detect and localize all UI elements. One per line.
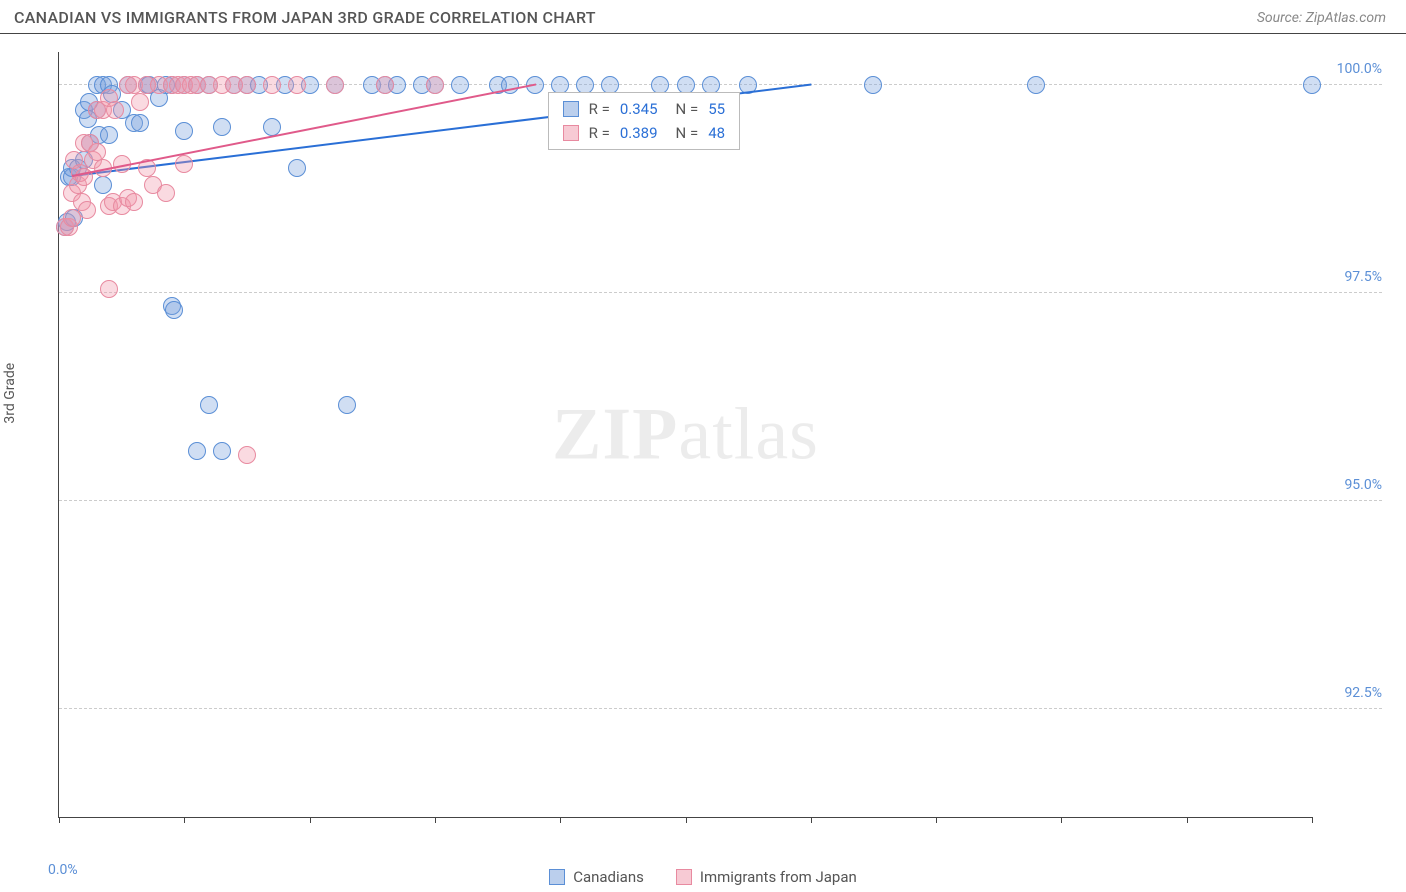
scatter-point — [94, 176, 112, 194]
legend-r-label: R = — [589, 100, 610, 118]
scatter-point — [188, 442, 206, 460]
legend-n-label: N = — [676, 124, 699, 142]
y-tick-label: 97.5% — [1322, 269, 1382, 285]
gridline — [59, 500, 1382, 501]
scatter-point — [326, 76, 344, 94]
scatter-point — [175, 122, 193, 140]
x-tick — [435, 817, 436, 823]
gridline — [59, 292, 1382, 293]
x-tick — [59, 817, 60, 823]
x-tick — [686, 817, 687, 823]
scatter-point — [451, 76, 469, 94]
x-tick — [936, 817, 937, 823]
chart-title: CANADIAN VS IMMIGRANTS FROM JAPAN 3RD GR… — [14, 8, 596, 27]
scatter-point — [88, 143, 106, 161]
legend-r-value: 0.389 — [620, 124, 658, 142]
scatter-point — [338, 396, 356, 414]
scatter-point — [426, 76, 444, 94]
stats-legend-row: R = 0.389 N = 48 — [549, 121, 739, 145]
scatter-point — [1027, 76, 1045, 94]
scatter-point — [175, 155, 193, 173]
scatter-point — [165, 301, 183, 319]
legend-n-value: 48 — [708, 124, 725, 142]
x-tick — [184, 817, 185, 823]
legend-item-japan: Immigrants from Japan — [676, 868, 857, 886]
legend-r-value: 0.345 — [620, 100, 658, 118]
scatter-point — [238, 446, 256, 464]
legend-r-label: R = — [589, 124, 610, 142]
scatter-point — [131, 93, 149, 111]
legend-n-value: 55 — [708, 100, 725, 118]
scatter-point — [213, 118, 231, 136]
scatter-point — [263, 76, 281, 94]
source-label: Source: ZipAtlas.com — [1257, 10, 1386, 26]
legend-label: Canadians — [573, 868, 644, 886]
scatter-point — [864, 76, 882, 94]
scatter-point — [100, 126, 118, 144]
x-tick — [1061, 817, 1062, 823]
scatter-point — [131, 114, 149, 132]
gridline — [59, 708, 1382, 709]
x-tick — [560, 817, 561, 823]
scatter-point — [213, 442, 231, 460]
legend-swatch-pink — [676, 869, 692, 885]
y-tick-label: 100.0% — [1322, 61, 1382, 77]
legend-label: Immigrants from Japan — [700, 868, 857, 886]
scatter-point — [238, 76, 256, 94]
scatter-point — [200, 396, 218, 414]
y-axis-label: 3rd Grade — [2, 363, 18, 424]
scatter-point — [288, 76, 306, 94]
watermark: ZIPatlas — [552, 392, 819, 477]
scatter-point — [376, 76, 394, 94]
scatter-point — [106, 101, 124, 119]
scatter-point — [1303, 76, 1321, 94]
stats-legend-row: R = 0.345 N = 55 — [549, 97, 739, 121]
scatter-point — [100, 280, 118, 298]
x-tick — [1187, 817, 1188, 823]
scatter-point — [125, 193, 143, 211]
x-tick — [811, 817, 812, 823]
legend-item-canadians: Canadians — [549, 868, 644, 886]
scatter-point — [78, 201, 96, 219]
scatter-point — [288, 159, 306, 177]
legend-swatch-blue — [549, 869, 565, 885]
legend-swatch — [563, 101, 579, 117]
legend-n-label: N = — [676, 100, 699, 118]
bottom-legend: Canadians Immigrants from Japan — [0, 868, 1406, 886]
scatter-point — [157, 184, 175, 202]
chart-area: 3rd Grade ZIPatlas 92.5%95.0%97.5%100.0%… — [14, 44, 1392, 848]
y-tick-label: 92.5% — [1322, 685, 1382, 701]
legend-swatch — [563, 125, 579, 141]
x-tick — [1312, 817, 1313, 823]
plot-region: ZIPatlas 92.5%95.0%97.5%100.0%R = 0.345N… — [58, 52, 1312, 818]
stats-legend: R = 0.345 N = 55 R = 0.389 N = 48 — [548, 92, 740, 150]
x-tick — [310, 817, 311, 823]
y-tick-label: 95.0% — [1322, 477, 1382, 493]
